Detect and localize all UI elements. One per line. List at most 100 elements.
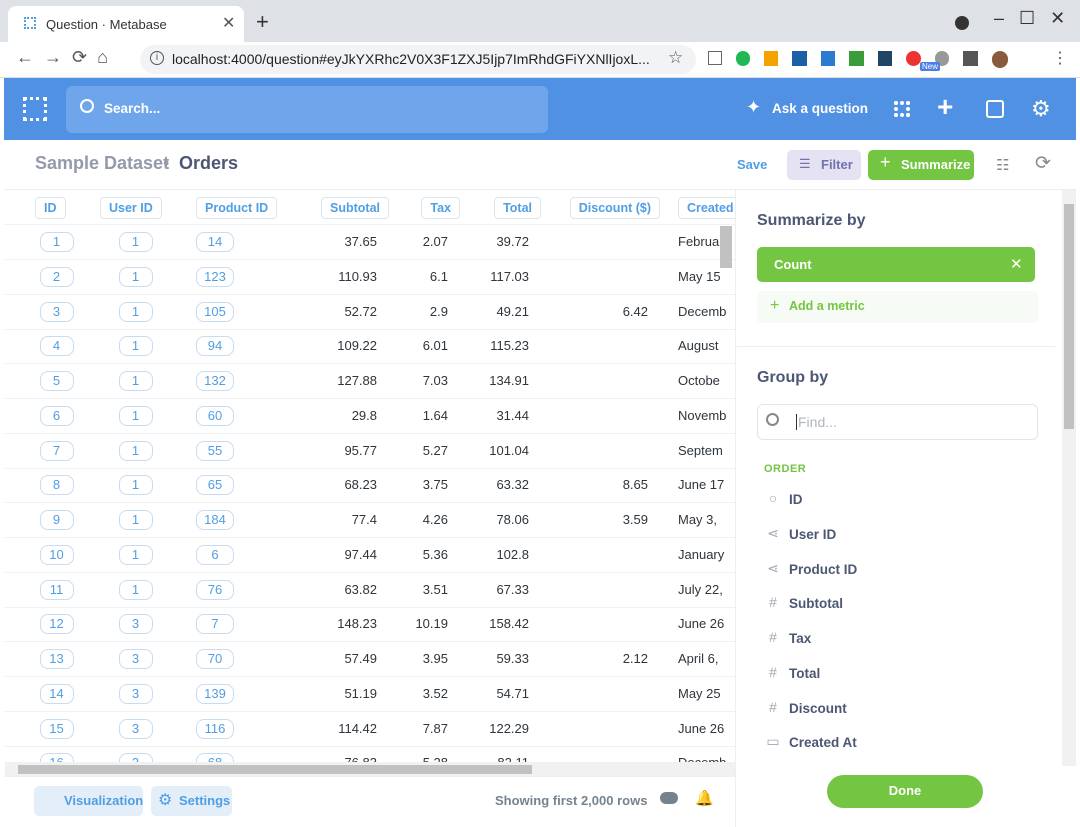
fk-pill[interactable]: 1 bbox=[118, 475, 153, 496]
fk-pill[interactable]: 1 bbox=[118, 440, 153, 461]
field-item[interactable]: Subtotal bbox=[789, 596, 843, 612]
field-item[interactable]: Total bbox=[789, 665, 821, 681]
fk-pill[interactable]: 14 bbox=[196, 232, 234, 252]
new-icon[interactable]: + bbox=[937, 91, 954, 122]
fk-pill[interactable]: 1 bbox=[39, 232, 74, 252]
fk-pill[interactable]: 65 bbox=[196, 475, 234, 496]
window-controls[interactable]: – ☐ ✕ bbox=[994, 8, 1066, 28]
address-bar[interactable] bbox=[140, 45, 696, 74]
fk-pill[interactable]: 11 bbox=[39, 579, 74, 600]
ask-question[interactable]: Ask a question bbox=[772, 101, 869, 116]
fk-pill[interactable]: 68 bbox=[196, 753, 234, 762]
done-button[interactable] bbox=[827, 775, 983, 808]
alert-icon[interactable]: 🔔 bbox=[695, 790, 714, 807]
fk-pill[interactable]: 8 bbox=[39, 475, 74, 496]
fk-pill[interactable]: 1 bbox=[118, 232, 153, 252]
refresh-icon[interactable]: ⟳ bbox=[1035, 153, 1051, 174]
column-header[interactable]: Product ID bbox=[196, 197, 278, 219]
fk-pill[interactable]: 105 bbox=[196, 301, 234, 322]
field-item[interactable]: Product ID bbox=[789, 561, 858, 577]
column-header[interactable]: User ID bbox=[100, 197, 162, 219]
fk-pill[interactable]: 14 bbox=[39, 683, 74, 704]
add-metric-button[interactable] bbox=[757, 291, 1038, 323]
fk-pill[interactable]: 1 bbox=[118, 336, 153, 357]
breadcrumb-dataset[interactable]: Sample Dataset bbox=[35, 153, 170, 173]
column-header[interactable]: Total bbox=[494, 197, 541, 219]
field-item[interactable]: Tax bbox=[789, 631, 812, 646]
fk-pill[interactable]: 1 bbox=[118, 266, 153, 287]
column-header[interactable]: Created At bbox=[678, 197, 735, 219]
fk-pill[interactable]: 60 bbox=[196, 405, 234, 426]
fk-pill[interactable]: 12 bbox=[39, 614, 74, 635]
fk-pill[interactable]: 1 bbox=[118, 579, 153, 600]
fk-pill[interactable]: 139 bbox=[196, 683, 234, 704]
fk-pill[interactable]: 3 bbox=[118, 683, 153, 704]
fk-pill[interactable]: 70 bbox=[196, 649, 234, 669]
field-item[interactable]: Created At bbox=[789, 735, 857, 751]
activity-icon[interactable] bbox=[986, 100, 1004, 118]
fk-pill[interactable]: 1 bbox=[118, 510, 153, 530]
summarize-button[interactable] bbox=[868, 150, 974, 180]
column-header[interactable]: Subtotal bbox=[321, 197, 389, 219]
fk-pill[interactable]: 1 bbox=[118, 371, 153, 391]
fk-pill[interactable]: 184 bbox=[196, 510, 234, 530]
field-item[interactable]: Discount bbox=[789, 700, 847, 716]
fk-pill[interactable]: 1 bbox=[118, 301, 153, 322]
fk-pill[interactable]: 2 bbox=[39, 266, 74, 287]
fk-pill[interactable]: 132 bbox=[196, 371, 234, 391]
fk-pill[interactable]: 10 bbox=[39, 544, 74, 565]
fk-pill[interactable]: 3 bbox=[118, 649, 153, 669]
download-icon[interactable] bbox=[660, 792, 678, 804]
h-scroll-thumb[interactable] bbox=[18, 765, 532, 774]
v-scroll-thumb[interactable] bbox=[720, 226, 732, 268]
fk-pill[interactable]: 13 bbox=[39, 649, 74, 669]
fk-pill[interactable]: 116 bbox=[196, 718, 234, 739]
settings-icon[interactable]: ⚙ bbox=[1031, 96, 1051, 121]
fk-pill[interactable]: 7 bbox=[196, 614, 234, 635]
filter-button[interactable] bbox=[787, 150, 861, 180]
columns-icon[interactable]: ☷ bbox=[996, 157, 1010, 174]
cell: 78.06 bbox=[496, 512, 529, 527]
browse-icon[interactable] bbox=[894, 101, 910, 117]
menu[interactable]: ⋮ bbox=[1052, 50, 1068, 67]
fk-pill[interactable]: 1 bbox=[118, 544, 153, 565]
bookmark[interactable]: ☆ bbox=[668, 48, 684, 67]
sidebar-scroll-thumb[interactable] bbox=[1064, 204, 1074, 429]
fk-pill[interactable]: 6 bbox=[39, 405, 74, 426]
find-input[interactable] bbox=[757, 404, 1038, 440]
profile-menu[interactable] bbox=[955, 16, 969, 30]
fk-pill[interactable]: 5 bbox=[39, 371, 74, 391]
field-item[interactable]: User ID bbox=[789, 526, 837, 542]
nav-buttons[interactable]: ← → ⟳ ⌂ bbox=[16, 47, 108, 67]
settings-button[interactable] bbox=[151, 786, 232, 816]
fk-pill[interactable]: 7 bbox=[39, 440, 74, 461]
fk-pill[interactable]: 76 bbox=[196, 579, 234, 600]
new-tab[interactable]: + bbox=[256, 9, 269, 34]
fk-pill[interactable]: 3 bbox=[118, 718, 153, 739]
fk-pill[interactable]: 3 bbox=[118, 614, 153, 635]
fk-pill[interactable]: 94 bbox=[196, 336, 234, 357]
metric-remove[interactable]: ✕ bbox=[1010, 256, 1023, 273]
save-button[interactable]: Save bbox=[737, 157, 768, 172]
search-box[interactable] bbox=[66, 86, 548, 133]
fk-pill[interactable]: 15 bbox=[39, 718, 74, 739]
fk-pill[interactable]: 4 bbox=[39, 336, 74, 357]
fk-pill[interactable]: 6 bbox=[196, 544, 234, 565]
column-header[interactable]: Tax bbox=[421, 197, 460, 219]
fk-pill[interactable]: 1 bbox=[118, 405, 153, 426]
tab-close[interactable]: ✕ bbox=[222, 15, 236, 32]
column-header[interactable]: ID bbox=[35, 197, 66, 219]
fk-pill[interactable]: 16 bbox=[39, 753, 74, 762]
field-item[interactable]: ID bbox=[789, 492, 803, 507]
visualization-button[interactable] bbox=[34, 786, 143, 816]
column-header[interactable]: Discount ($) bbox=[569, 197, 660, 219]
logo[interactable] bbox=[23, 97, 47, 121]
fk-pill[interactable]: 3 bbox=[118, 753, 153, 762]
fk-pill[interactable]: 9 bbox=[39, 510, 74, 530]
metric-pill[interactable] bbox=[757, 247, 1035, 282]
fk-pill[interactable]: 123 bbox=[196, 266, 234, 287]
breadcrumb-table[interactable]: Orders bbox=[179, 153, 239, 173]
tab[interactable] bbox=[8, 6, 244, 42]
fk-pill[interactable]: 3 bbox=[39, 301, 74, 322]
fk-pill[interactable]: 55 bbox=[196, 440, 234, 461]
